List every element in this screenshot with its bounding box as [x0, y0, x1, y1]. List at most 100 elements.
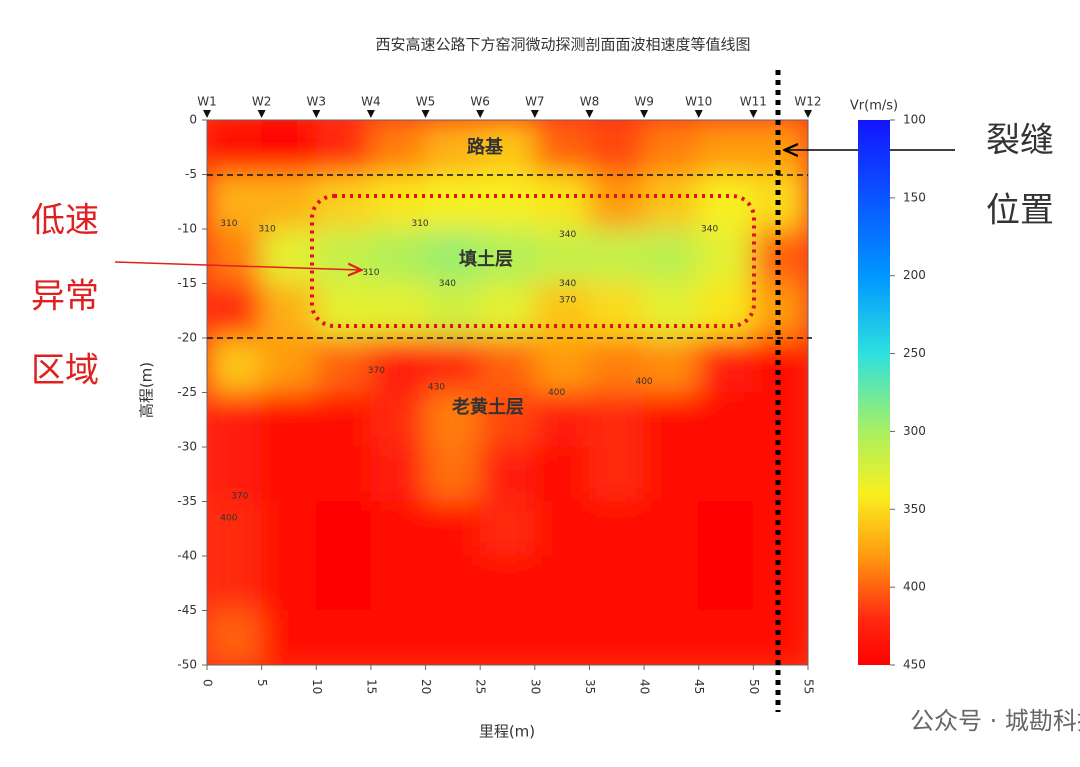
heat-cell — [752, 120, 808, 175]
heat-cell — [698, 501, 754, 557]
heat-cell — [207, 337, 263, 393]
annotation: 填土层 — [459, 248, 513, 270]
heat-cell — [261, 446, 317, 502]
heat-cell — [425, 392, 481, 448]
x-tick-label: 30 — [528, 679, 542, 694]
heat-cell — [698, 228, 754, 284]
heat-cell — [752, 501, 808, 557]
y-tick-label: -10 — [177, 222, 197, 236]
y-tick-label: -45 — [177, 603, 197, 617]
contour-label: 340 — [439, 279, 456, 289]
heat-cell — [370, 501, 427, 557]
station-marker — [749, 110, 758, 118]
y-tick-label: -50 — [177, 658, 197, 672]
heat-cell — [588, 228, 645, 284]
x-tick-label: 20 — [419, 679, 433, 694]
x-tick-label: 5 — [255, 679, 269, 687]
station-label: W8 — [580, 95, 600, 109]
station-marker — [640, 110, 649, 118]
contour-label: 400 — [635, 377, 652, 387]
annotation: 位置 — [986, 191, 1054, 231]
contour-label: 310 — [411, 219, 428, 229]
x-tick-label: 10 — [310, 679, 324, 694]
heat-cell — [261, 392, 317, 448]
heat-cell — [315, 174, 372, 230]
colorbar-tick-label: 400 — [903, 580, 926, 594]
heat-cell — [370, 446, 427, 502]
heat-cell — [370, 228, 427, 284]
x-tick-label: 25 — [474, 679, 488, 694]
heat-cell — [315, 120, 372, 175]
heat-cell — [207, 501, 263, 557]
heat-cell — [261, 174, 317, 230]
station-marker — [476, 110, 485, 118]
y-tick-label: -35 — [177, 494, 197, 508]
heat-cell — [425, 610, 481, 665]
heat-cell — [752, 392, 808, 448]
heat-cell — [588, 501, 645, 557]
heat-cell — [534, 228, 590, 284]
station-marker — [312, 110, 321, 118]
annotation: 异常 — [31, 277, 99, 317]
heat-cell — [643, 446, 700, 502]
heat-cell — [479, 283, 536, 339]
station-marker — [203, 110, 211, 118]
heat-cell — [698, 283, 754, 339]
heat-cell — [479, 120, 536, 175]
heat-cell — [534, 120, 590, 175]
annotation: 区域 — [31, 351, 99, 391]
annotation: 裂缝 — [986, 121, 1054, 161]
heat-cell — [534, 446, 590, 502]
x-tick-label: 0 — [201, 679, 215, 687]
heat-cell — [370, 610, 427, 665]
heat-cell — [588, 610, 645, 665]
station-label: W6 — [470, 95, 490, 109]
x-tick-label: 50 — [747, 679, 761, 694]
heat-cell — [643, 392, 700, 448]
station-marker — [366, 110, 375, 118]
chart-title: 西安高速公路下方窑洞微动探测剖面面波相速度等值线图 — [375, 36, 750, 54]
heat-cell — [698, 446, 754, 502]
colorbar-tick-label: 350 — [903, 502, 926, 516]
heat-cell — [588, 337, 645, 393]
heat-cell — [207, 392, 263, 448]
heat-cell — [370, 120, 427, 175]
heat-cell — [261, 610, 317, 665]
station-marker — [585, 110, 594, 118]
heat-cell — [698, 555, 754, 611]
station-label: W9 — [634, 95, 654, 109]
heat-cell — [315, 283, 372, 339]
contour-label: 340 — [559, 279, 576, 289]
annotation: 低速 — [31, 201, 99, 241]
heat-cell — [479, 392, 536, 448]
x-tick-label: 40 — [638, 679, 652, 694]
heat-cell — [479, 610, 536, 665]
heat-cell — [479, 228, 536, 284]
x-axis-label: 里程(m) — [479, 723, 535, 741]
heat-cell — [261, 555, 317, 611]
heat-cell — [534, 555, 590, 611]
station-label: W10 — [685, 95, 712, 109]
station-label: W2 — [252, 95, 272, 109]
contour-label: 370 — [559, 295, 576, 305]
heat-cell — [425, 337, 481, 393]
contour-label: 340 — [559, 230, 576, 240]
colorbar-tick-label: 250 — [903, 346, 926, 360]
y-tick-label: 0 — [189, 113, 197, 127]
heat-cell — [261, 283, 317, 339]
heat-cell — [425, 446, 481, 502]
y-tick-label: -5 — [185, 167, 197, 181]
heat-cell — [479, 446, 536, 502]
heat-cell — [643, 610, 700, 665]
heat-cell — [643, 555, 700, 611]
heat-cell — [588, 174, 645, 230]
heat-cell — [698, 610, 754, 665]
heat-cell — [425, 228, 481, 284]
heat-cell — [370, 283, 427, 339]
heat-cell — [479, 501, 536, 557]
heat-cell — [479, 555, 536, 611]
heat-cell — [479, 174, 536, 230]
annotation: 老黄土层 — [452, 396, 524, 418]
heat-cell — [534, 610, 590, 665]
